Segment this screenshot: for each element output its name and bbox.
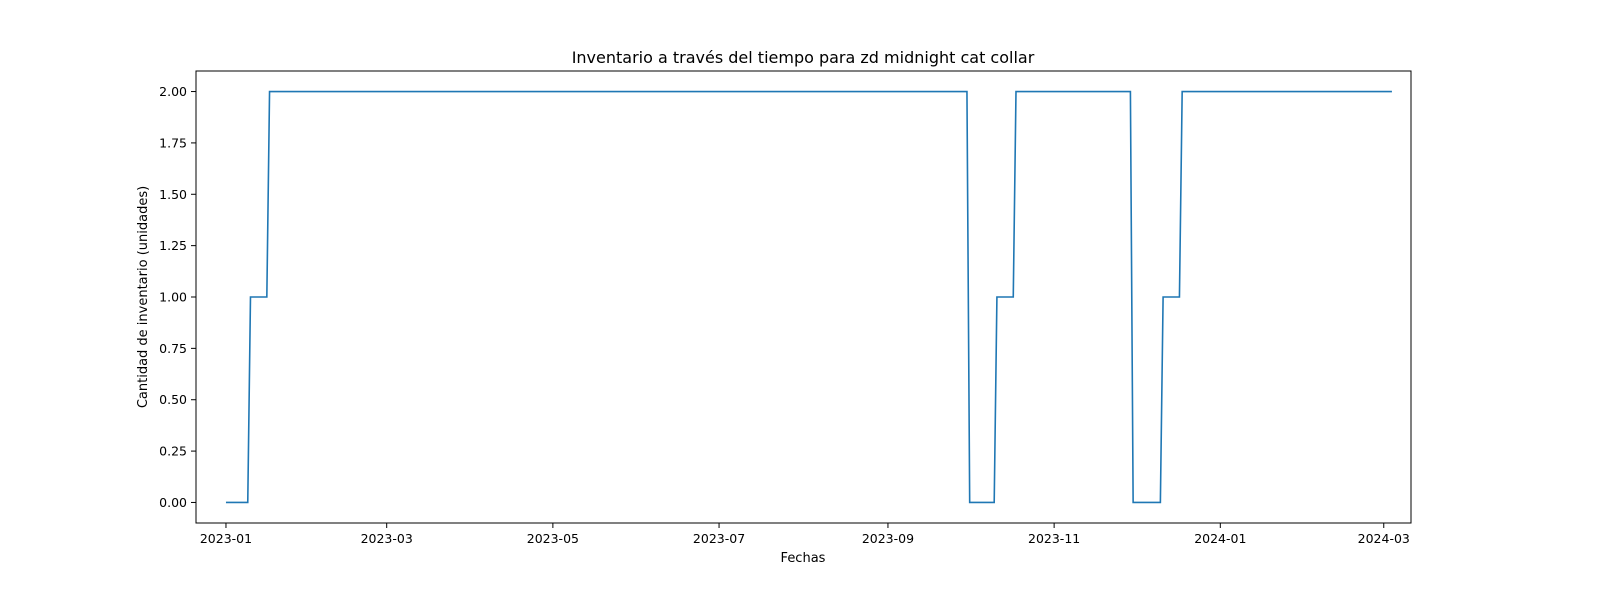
inventory-series-line (225, 90, 1392, 504)
y-axis-label: Cantidad de inventario (unidades) (136, 186, 151, 408)
y-tick-label: 1.00 (159, 290, 187, 305)
y-tick-label: 1.25 (159, 238, 187, 253)
y-tick-label: 1.75 (159, 135, 187, 150)
x-tick-label: 2023-05 (527, 531, 579, 546)
chart-title: Inventario a través del tiempo para zd m… (572, 48, 1035, 67)
plot-frame (195, 70, 1412, 524)
x-axis-ticks: 2023-01 2023-03 2023-05 2023-07 2023-09 2023-… (200, 523, 1410, 546)
x-axis-label: Fechas (781, 551, 826, 566)
x-tick-label: 2023-07 (693, 531, 745, 546)
x-tick-label: 2023-01 (200, 531, 252, 546)
x-tick-label: 2023-03 (361, 531, 413, 546)
x-tick-label: 2024-03 (1358, 531, 1410, 546)
y-tick-label: 0.00 (159, 495, 187, 510)
y-tick-label: 0.25 (159, 444, 187, 459)
y-tick-label: 0.50 (159, 392, 187, 407)
x-tick-label: 2023-11 (1028, 531, 1080, 546)
series-layer (225, 90, 1392, 504)
x-tick-label: 2023-09 (862, 531, 914, 546)
x-tick-label: 2024-01 (1194, 531, 1246, 546)
y-tick-label: 2.00 (159, 84, 187, 99)
y-tick-label: 0.75 (159, 341, 187, 356)
y-tick-label: 1.50 (159, 187, 187, 202)
y-axis-ticks: 0.00 0.25 0.50 0.75 1.00 1.25 1.50 1.75 2.00 (159, 84, 196, 510)
